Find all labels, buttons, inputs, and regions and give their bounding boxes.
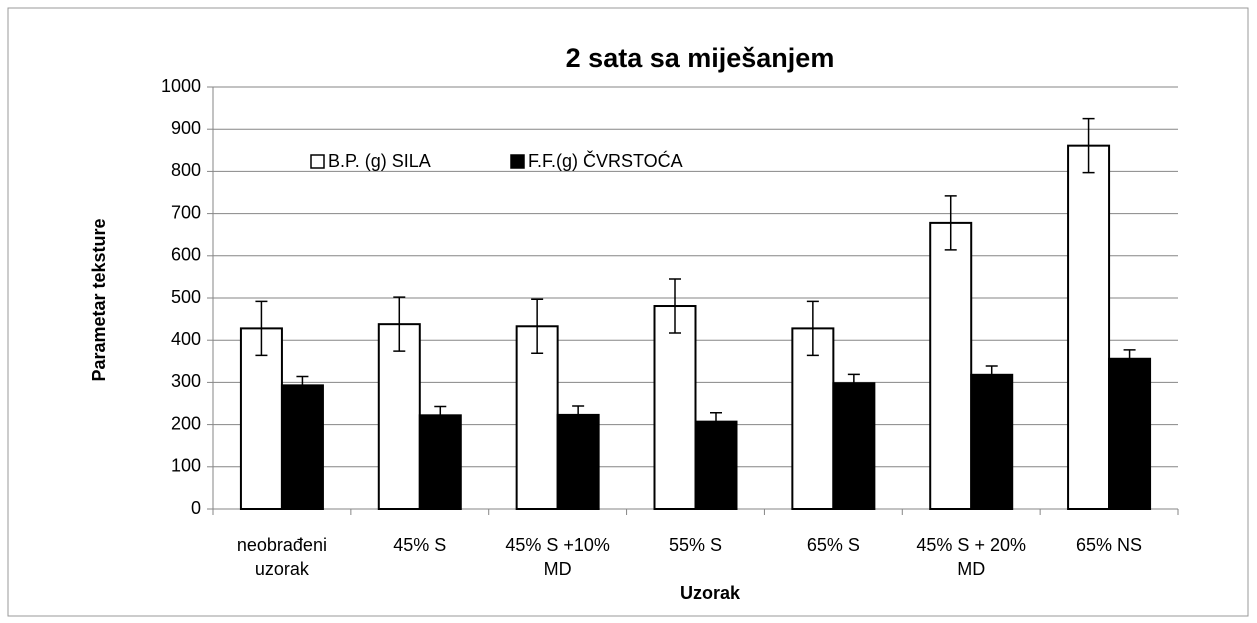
error-bar: [944, 195, 957, 251]
x-axis-label: Uzorak: [680, 583, 741, 603]
y-tick-label: 400: [171, 329, 201, 349]
chart-frame: [7, 7, 1249, 617]
error-bar: [847, 373, 860, 393]
bar: [418, 414, 462, 511]
bar: [556, 413, 600, 511]
y-tick-label: 1000: [161, 76, 201, 96]
x-tick-label: neobrađeni uzorak: [236, 535, 327, 579]
y-tick-label: 0: [191, 498, 201, 518]
legend-label: B.P. (g) SILA: [328, 151, 431, 171]
y-tick-label: 900: [171, 118, 201, 138]
error-bar: [1123, 349, 1136, 369]
bar: [653, 305, 697, 510]
bar: [1108, 357, 1152, 510]
error-bar: [806, 300, 819, 357]
chart-title: 2 sata sa miješanjem: [566, 43, 835, 73]
y-tick-label: 100: [171, 456, 201, 476]
y-tick-label: 800: [171, 160, 201, 180]
bar: [239, 327, 283, 510]
bar: [280, 384, 324, 510]
legend-label: F.F.(g) ČVRSTOĆA: [528, 150, 683, 171]
error-bar: [393, 296, 406, 352]
legend-swatch: [510, 154, 525, 169]
error-bar: [710, 412, 722, 432]
legend-swatch: [310, 154, 325, 169]
error-bar: [434, 405, 447, 425]
error-bar: [255, 300, 268, 357]
error-bar: [531, 298, 544, 355]
y-tick-label: 300: [171, 371, 201, 391]
bar: [694, 420, 738, 510]
y-axis-label: Parametar teksture: [89, 218, 109, 381]
error-bar: [1082, 117, 1095, 174]
x-tick-label: 55% S: [668, 535, 723, 555]
bar: [929, 221, 973, 510]
x-tick-label: 45% S +10% MD: [505, 535, 610, 579]
y-tick-label: 700: [171, 202, 201, 222]
error-bar: [296, 375, 309, 395]
y-tick-label: 500: [171, 287, 201, 307]
y-tick-label: 600: [171, 245, 201, 265]
x-tick-label: 65% NS: [1076, 535, 1143, 555]
x-tick-label: 45% S + 20% MD: [916, 535, 1026, 579]
x-tick-label: 45% S: [393, 535, 447, 555]
error-bar: [985, 365, 998, 385]
error-bar: [669, 278, 681, 334]
x-tick-label: 65% S: [806, 535, 860, 555]
bar: [970, 373, 1014, 510]
bar: [832, 382, 876, 510]
bar: [1067, 144, 1111, 511]
error-bar: [572, 405, 585, 425]
y-tick-label: 200: [171, 413, 201, 433]
